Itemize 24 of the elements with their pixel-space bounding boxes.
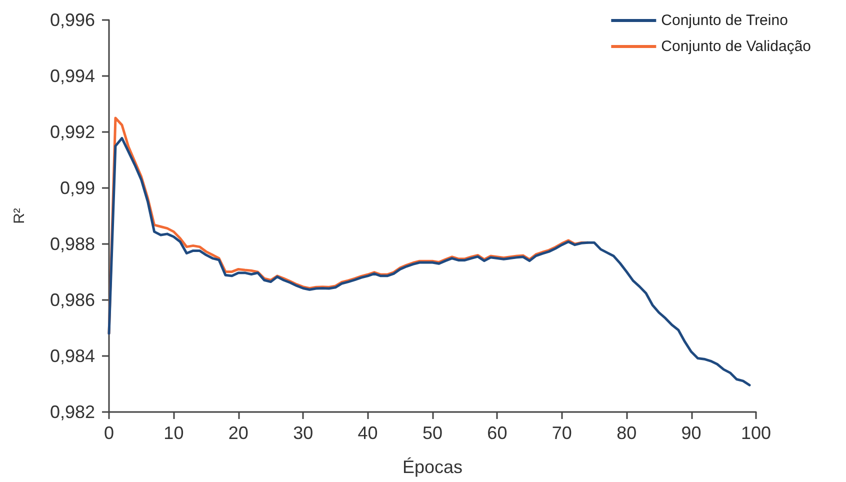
y-tick-label: 0,984 (50, 346, 95, 366)
legend-label: Conjunto de Treino (661, 12, 788, 29)
x-tick-label: 20 (228, 423, 248, 443)
y-tick-label: 0,986 (50, 290, 95, 310)
legend-label: Conjunto de Validação (661, 38, 812, 55)
line-series (108, 136, 751, 386)
y-tick-label: 0,988 (50, 234, 95, 254)
x-tick-label: 70 (552, 423, 572, 443)
x-tick-label: 40 (358, 423, 378, 443)
x-tick-label: 100 (740, 423, 772, 443)
x-tick-label: 50 (422, 423, 443, 443)
y-tick-label: 0,982 (50, 402, 95, 422)
y-tick-label: 0,992 (50, 122, 95, 142)
y-axis-title: R² (11, 208, 28, 224)
x-tick-label: 80 (616, 423, 637, 443)
y-tick-label: 0,99 (60, 178, 95, 198)
x-axis-title: Épocas (402, 457, 463, 477)
y-tick-label: 0,994 (50, 66, 95, 86)
x-tick-label: 60 (487, 423, 508, 443)
x-tick-label: 90 (681, 423, 702, 443)
x-tick-label: 30 (293, 423, 314, 443)
y-tick-label: 0,996 (50, 10, 95, 30)
x-tick-label: 10 (164, 423, 184, 443)
x-tick-label: 0 (104, 423, 114, 443)
